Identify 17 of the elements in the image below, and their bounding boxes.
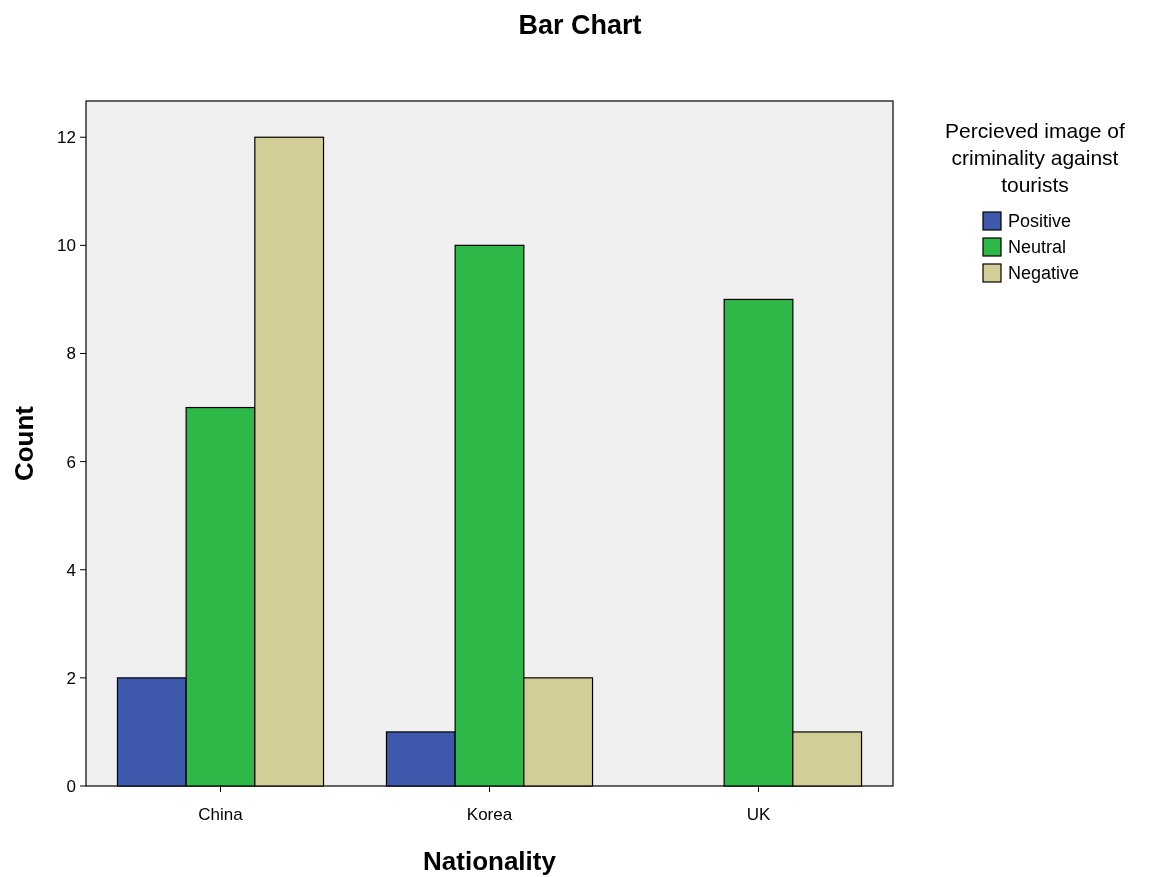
x-axis-title: Nationality: [423, 846, 557, 876]
y-tick-label: 12: [57, 128, 76, 148]
legend-label: Positive: [1008, 211, 1072, 232]
legend-label: Negative: [1008, 263, 1080, 284]
y-tick-label: 10: [57, 236, 76, 256]
y-tick-label: 8: [66, 344, 76, 364]
y-tick-label: 0: [66, 776, 76, 796]
x-tick-label: Korea: [466, 805, 513, 824]
y-tick-label: 6: [66, 452, 76, 472]
x-tick-label: China: [198, 805, 244, 824]
y-axis-title: Count: [9, 405, 39, 482]
x-tick-label: UK: [746, 805, 771, 824]
chart-title: Bar Chart: [518, 10, 642, 40]
y-tick-label: 4: [66, 560, 76, 580]
legend-title: Percieved image of criminality against tourists: [945, 119, 1126, 196]
legend-label: Neutral: [1008, 237, 1067, 258]
y-tick-label: 2: [66, 668, 76, 688]
